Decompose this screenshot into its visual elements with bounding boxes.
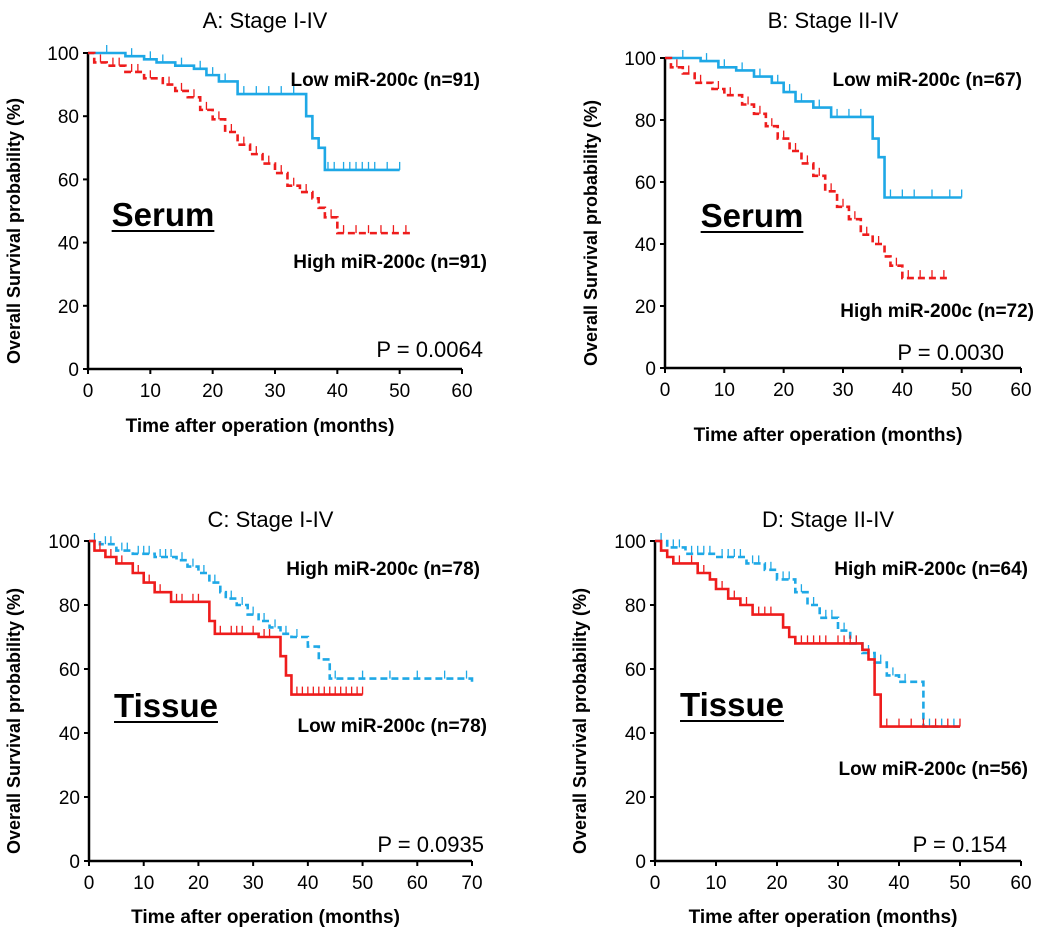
- chart-title: A: Stage I-IV: [203, 8, 328, 33]
- panel-d: D: Stage II-IV 0 20 40 60 80 100 0 10 20 30 40 50 60 T…: [570, 507, 1032, 928]
- y-tick-label: 20: [625, 788, 646, 809]
- sample-type-label: Tissue: [114, 687, 218, 724]
- x-tick-label: 70: [461, 873, 482, 894]
- x-tick-label: 20: [773, 380, 794, 401]
- survival-curve-red: [89, 539, 363, 696]
- y-tick-label: 100: [47, 44, 79, 65]
- x-axis-label: Time after operation (months): [131, 907, 400, 928]
- p-value: P = 0.0935: [377, 832, 484, 857]
- x-tick-label: 10: [140, 381, 161, 402]
- x-tick-label: 0: [83, 381, 94, 402]
- x-axis-label: Time after operation (months): [689, 907, 958, 928]
- series-label: Low miR-200c (n=91): [290, 70, 480, 91]
- y-tick-label: 100: [614, 532, 646, 553]
- x-tick-label: 50: [949, 873, 970, 894]
- survival-curve-blue: [89, 539, 474, 682]
- y-tick-label: 60: [58, 170, 79, 191]
- chart-title: B: Stage II-IV: [768, 8, 899, 33]
- x-tick-label: 50: [352, 873, 373, 894]
- x-tick-label: 50: [951, 380, 972, 401]
- sample-type-label: Serum: [112, 196, 215, 233]
- y-tick-label: 40: [625, 724, 646, 745]
- y-tick-label: 60: [625, 660, 646, 681]
- y-tick-label: 40: [635, 235, 656, 256]
- y-axis-label: Overall Survival probability (%): [4, 98, 24, 364]
- x-tick-label: 0: [84, 873, 95, 894]
- y-tick-label: 60: [59, 660, 80, 681]
- series-label: High miR-200c (n=64): [834, 559, 1028, 580]
- x-tick-label: 60: [1010, 380, 1031, 401]
- x-tick-label: 40: [892, 380, 913, 401]
- x-tick-label: 60: [407, 873, 428, 894]
- x-tick-label: 50: [389, 381, 410, 402]
- y-tick-label: 20: [58, 297, 79, 318]
- panel-c: C: Stage I-IV 0 20 40 60 80 100 0 10 20 30 40 50 60 70…: [4, 507, 487, 928]
- y-tick-label: 40: [58, 234, 79, 255]
- x-tick-label: 30: [243, 873, 264, 894]
- panel-b: B: Stage II-IV 0 20 40 60 80 100 0 10 20 30 40 50 60 T…: [581, 8, 1034, 446]
- series-label: Low miR-200c (n=56): [838, 759, 1028, 780]
- series-label: Low miR-200c (n=78): [297, 716, 487, 737]
- y-tick-label: 0: [645, 359, 656, 380]
- y-tick-label: 40: [59, 724, 80, 745]
- x-tick-label: 20: [766, 873, 787, 894]
- y-tick-label: 60: [635, 173, 656, 194]
- series-label: Low miR-200c (n=67): [832, 70, 1022, 91]
- y-tick-label: 80: [635, 111, 656, 132]
- x-tick-label: 30: [264, 381, 285, 402]
- y-tick-label: 80: [625, 596, 646, 617]
- y-axis-label: Overall Survival probability (%): [581, 100, 601, 366]
- panel-a: A: Stage I-IV 0 20 40 60 80 100 0 10 20 30 40 50 60 Ti…: [4, 8, 487, 437]
- y-tick-label: 20: [635, 297, 656, 318]
- x-tick-label: 60: [451, 381, 472, 402]
- y-tick-label: 80: [59, 596, 80, 617]
- y-axis-label: Overall Survival probability (%): [4, 588, 24, 854]
- x-axis-label: Time after operation (months): [126, 416, 395, 437]
- y-axis-label: Overall Survival probability (%): [570, 588, 590, 854]
- y-tick-label: 0: [68, 360, 79, 381]
- x-tick-label: 40: [888, 873, 909, 894]
- x-tick-label: 10: [705, 873, 726, 894]
- survival-curve-blue: [655, 539, 960, 728]
- y-tick-label: 100: [48, 532, 80, 553]
- x-tick-label: 40: [297, 873, 318, 894]
- x-tick-label: 10: [714, 380, 735, 401]
- series-label: High miR-200c (n=78): [286, 559, 480, 580]
- x-axis-label: Time after operation (months): [694, 425, 963, 446]
- x-tick-label: 20: [188, 873, 209, 894]
- y-tick-label: 80: [58, 107, 79, 128]
- series-label: High miR-200c (n=72): [840, 301, 1034, 322]
- x-tick-label: 0: [660, 380, 671, 401]
- y-tick-label: 20: [59, 788, 80, 809]
- p-value: P = 0.0064: [376, 337, 483, 362]
- p-value: P = 0.154: [913, 832, 1007, 857]
- series-label: High miR-200c (n=91): [293, 252, 487, 273]
- p-value: P = 0.0030: [897, 340, 1004, 365]
- survival-curve-blue: [88, 51, 400, 172]
- x-tick-label: 20: [202, 381, 223, 402]
- x-tick-label: 40: [327, 381, 348, 402]
- x-tick-label: 60: [1010, 873, 1031, 894]
- chart-title: C: Stage I-IV: [208, 507, 334, 532]
- y-tick-label: 0: [69, 852, 80, 873]
- y-tick-label: 0: [635, 852, 646, 873]
- x-tick-label: 0: [650, 873, 661, 894]
- x-tick-label: 30: [827, 873, 848, 894]
- x-tick-label: 10: [133, 873, 154, 894]
- sample-type-label: Tissue: [680, 686, 784, 723]
- x-tick-label: 30: [832, 380, 853, 401]
- chart-title: D: Stage II-IV: [762, 507, 894, 532]
- y-tick-label: 100: [624, 49, 656, 70]
- survival-curve-red: [655, 539, 960, 728]
- survival-curve-red: [665, 56, 950, 280]
- sample-type-label: Serum: [701, 197, 804, 234]
